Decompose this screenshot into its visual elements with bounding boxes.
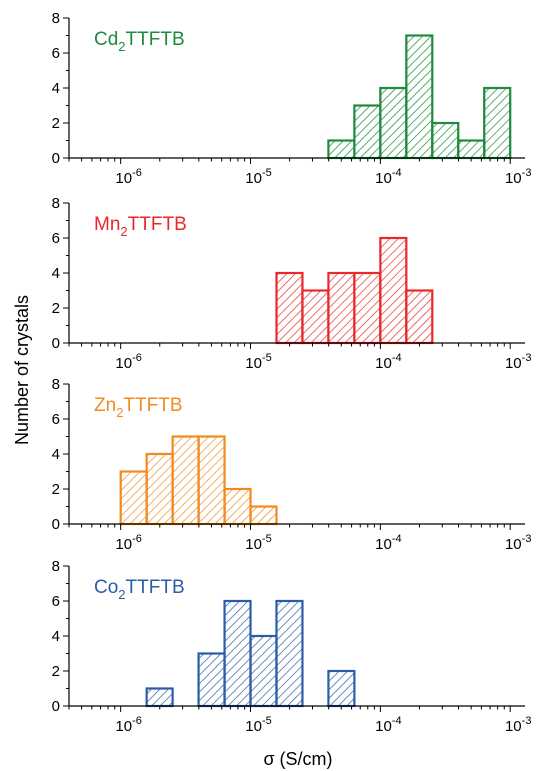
x-tick-label: 10-5 [245, 533, 271, 553]
histogram-bar [249, 505, 278, 526]
histogram-bar [353, 271, 382, 345]
histogram-bar [301, 289, 330, 345]
histogram-panel: 0 2 4 6 8 10-6 10-5 10-4 10-3 Mn2TTFTB [52, 195, 532, 372]
histogram-bar [457, 139, 486, 160]
histogram-bar [353, 104, 382, 160]
x-tick-label: 10-6 [115, 533, 141, 553]
histogram-bar [223, 487, 252, 526]
histogram-bar [379, 236, 408, 345]
histogram-bar [197, 652, 226, 708]
histogram-bar [483, 86, 512, 160]
y-tick-label: 4 [52, 628, 60, 645]
histogram-bar [405, 34, 434, 160]
histogram-bar [405, 289, 434, 345]
y-tick-label: 2 [52, 663, 60, 680]
x-tick-label: 10-5 [245, 352, 271, 372]
y-tick-label: 6 [52, 45, 60, 62]
y-tick-label: 2 [52, 300, 60, 317]
histogram-panel: 0 2 4 6 8 10-6 10-5 10-4 10-3 Co2TTFTB [52, 558, 532, 735]
histogram-bar [275, 271, 304, 345]
y-tick-label: 8 [52, 376, 60, 393]
y-tick-label: 2 [52, 115, 60, 132]
x-tick-label: 10-3 [505, 533, 531, 553]
y-tick-label: 0 [52, 698, 60, 715]
y-tick-label: 6 [52, 593, 60, 610]
histogram-bar [327, 669, 356, 708]
y-tick-label: 2 [52, 481, 60, 498]
x-tick-label: 10-3 [505, 715, 531, 735]
x-tick-label: 10-4 [375, 715, 401, 735]
x-tick-label: 10-4 [375, 533, 401, 553]
y-tick-label: 0 [52, 516, 60, 533]
histogram-bar [379, 86, 408, 160]
histogram-bar [431, 121, 460, 160]
y-tick-label: 0 [52, 335, 60, 352]
y-tick-label: 8 [52, 558, 60, 575]
histogram-bar [145, 452, 174, 526]
histogram-bar [275, 599, 304, 708]
y-tick-label: 6 [52, 230, 60, 247]
x-tick-label: 10-3 [505, 352, 531, 372]
histogram-bar [171, 435, 200, 526]
x-tick-label: 10-6 [115, 352, 141, 372]
histogram-panel: 0 2 4 6 8 10-6 10-5 10-4 10-3 Cd2TTFTB [52, 10, 532, 187]
histogram-bar [223, 599, 252, 708]
histogram-bar [145, 687, 174, 708]
y-tick-label: 6 [52, 411, 60, 428]
x-tick-label: 10-5 [245, 167, 271, 187]
series-label: Zn2TTFTB [94, 395, 183, 420]
x-tick-label: 10-4 [375, 352, 401, 372]
y-axis-title: Number of crystals [12, 295, 32, 445]
y-tick-label: 8 [52, 195, 60, 212]
x-tick-label: 10-6 [115, 167, 141, 187]
histogram-bar [327, 271, 356, 345]
x-tick-label: 10-4 [375, 167, 401, 187]
series-label: Co2TTFTB [94, 577, 185, 602]
x-tick-label: 10-3 [505, 167, 531, 187]
y-tick-label: 4 [52, 446, 60, 463]
histogram-bar [119, 470, 148, 526]
y-tick-label: 4 [52, 80, 60, 97]
series-label: Mn2TTFTB [94, 214, 187, 239]
series-label: Cd2TTFTB [94, 29, 185, 54]
x-tick-label: 10-6 [115, 715, 141, 735]
x-axis-title: σ (S/cm) [263, 749, 332, 769]
histogram-bar [249, 634, 278, 708]
y-tick-label: 4 [52, 265, 60, 282]
histogram-bar [327, 139, 356, 160]
y-tick-label: 0 [52, 150, 60, 167]
histogram-panel: 0 2 4 6 8 10-6 10-5 10-4 10-3 Zn2TTFTB [52, 376, 532, 553]
histogram-bar [197, 435, 226, 526]
y-tick-label: 8 [52, 10, 60, 27]
x-tick-label: 10-5 [245, 715, 271, 735]
